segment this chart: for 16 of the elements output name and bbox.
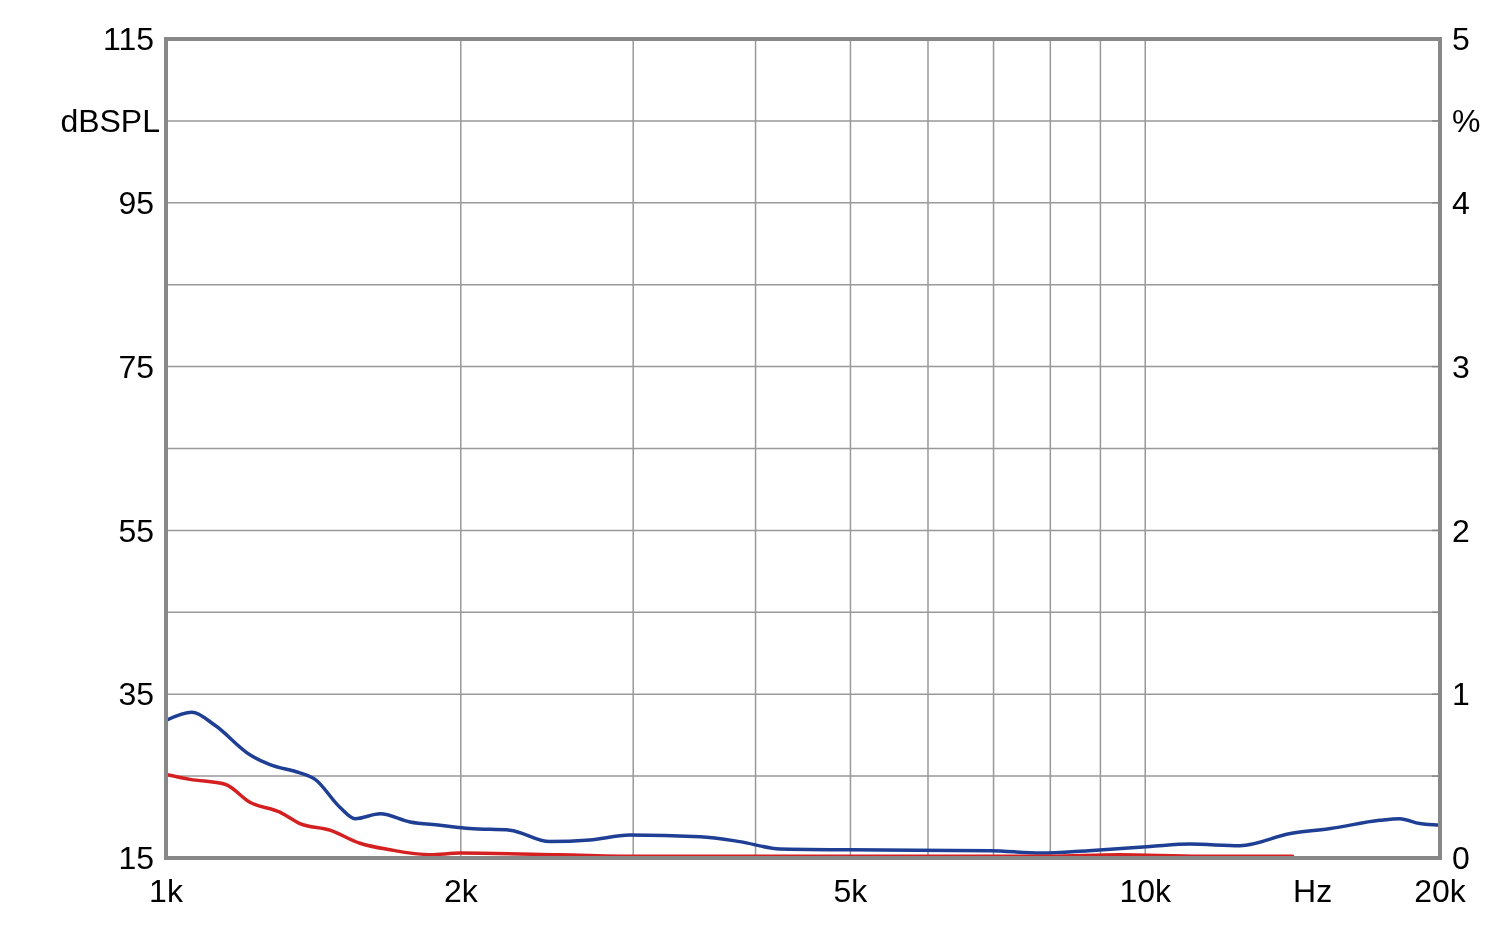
y-tick-label: 55 (118, 512, 154, 549)
y2-tick-label: 1 (1452, 676, 1470, 713)
y2-axis-title: % (1452, 103, 1481, 140)
y-tick-label: 35 (118, 676, 154, 713)
y2-tick-label: 5 (1452, 21, 1470, 58)
y2-tick-label: 2 (1452, 512, 1470, 549)
y-tick-label: 115 (102, 21, 154, 58)
y2-tick-label: 4 (1452, 185, 1470, 221)
y-tick-label: 75 (118, 348, 154, 385)
x-tick-label: 5k (833, 873, 869, 909)
x-tick-label: 2k (443, 873, 479, 909)
x-axis-title: Hz (1293, 873, 1333, 909)
x-tick-label: 10k (1119, 873, 1173, 909)
y-tick-label: 95 (118, 185, 154, 221)
y2-tick-label: 3 (1452, 348, 1470, 385)
y-axis-title: dBSPL (60, 103, 160, 140)
